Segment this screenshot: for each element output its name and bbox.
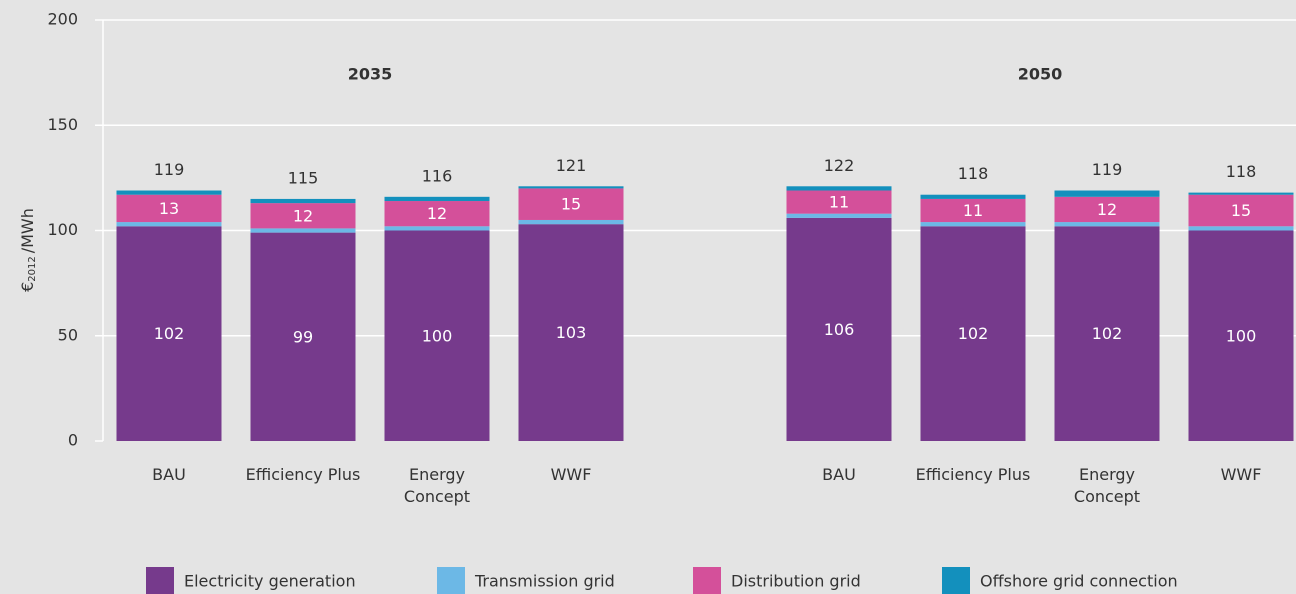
bar-segment [1188, 230, 1294, 441]
x-tick-label: Efficiency Plus [245, 465, 361, 484]
bar-segment [518, 224, 624, 441]
bar-segment [920, 226, 1026, 441]
bar-segment [920, 198, 1026, 223]
bar-segment [250, 232, 356, 441]
bar-segment [384, 226, 490, 231]
bar-segment [384, 196, 490, 202]
legend-swatch [693, 567, 721, 594]
segment-label: 103 [556, 323, 587, 342]
x-tick-label: Energy Concept [1073, 465, 1141, 506]
bar-segment [116, 222, 222, 227]
bar-segment [920, 194, 1026, 199]
segment-label: 15 [1231, 201, 1251, 220]
segment-label: 102 [154, 324, 185, 343]
segment-label: 12 [293, 206, 313, 225]
bar-segment [116, 226, 222, 441]
bar-segment [518, 186, 624, 189]
bar-segment [250, 198, 356, 204]
y-tick-label: 50 [58, 325, 78, 344]
y-tick-label: 100 [47, 220, 78, 239]
legend-swatch [942, 567, 970, 594]
segment-label: 11 [963, 201, 983, 220]
total-label: 118 [958, 164, 989, 183]
x-tick-label: WWF [550, 465, 592, 484]
segment-label: 102 [958, 324, 989, 343]
bar-segment [518, 219, 624, 225]
total-label: 118 [1226, 162, 1257, 181]
total-label: 115 [288, 168, 319, 187]
total-label: 122 [824, 156, 855, 175]
x-tick-label: BAU [822, 465, 856, 484]
legend-swatch [437, 567, 465, 594]
total-label: 119 [1092, 160, 1123, 179]
bar-segment [786, 213, 892, 218]
segment-label: 100 [422, 326, 453, 345]
bar-segment [1054, 222, 1160, 227]
bar-segment [116, 194, 222, 223]
y-tick-label: 150 [47, 115, 78, 134]
legend-label: Transmission grid [474, 572, 615, 591]
segment-label: 102 [1092, 324, 1123, 343]
total-label: 119 [154, 160, 185, 179]
segment-label: 106 [824, 320, 855, 339]
segment-label: 12 [1097, 200, 1117, 219]
segment-label: 99 [293, 327, 313, 346]
y-label-unit: /MWh [18, 208, 37, 253]
bar-segment [786, 190, 892, 214]
bar-segment [384, 201, 490, 227]
segment-label: 13 [159, 199, 179, 218]
group-label: 2050 [1018, 65, 1063, 84]
bar-segment [1188, 194, 1294, 227]
y-label-symbol: € [18, 282, 37, 292]
bar-segment [920, 222, 1026, 227]
total-label: 121 [556, 156, 587, 175]
bar-segment [250, 203, 356, 229]
total-label: 116 [422, 166, 453, 185]
bar-segment [116, 190, 222, 195]
bar-segment [384, 230, 490, 441]
bar-segment [786, 217, 892, 441]
bar-segment [1188, 192, 1294, 195]
group-label: 2035 [348, 65, 393, 84]
y-label-subscript: 2012 [27, 256, 38, 281]
legend-label: Distribution grid [731, 572, 861, 591]
x-tick-label: BAU [152, 465, 186, 484]
x-tick-label: WWF [1220, 465, 1262, 484]
legend-swatch [146, 567, 174, 594]
y-tick-label: 0 [68, 431, 78, 450]
bar-segment [1054, 226, 1160, 441]
segment-label: 100 [1226, 326, 1257, 345]
y-tick-label: 200 [47, 10, 78, 29]
segment-label: 15 [561, 195, 581, 214]
bar-segment [250, 228, 356, 233]
bar-segment [1188, 226, 1294, 231]
bar-segment [786, 186, 892, 191]
y-axis-label: €2012/MWh [18, 208, 39, 292]
bar-segment [518, 188, 624, 220]
legend-label: Electricity generation [184, 572, 356, 591]
segment-label: 12 [427, 204, 447, 223]
bar-segment [1054, 190, 1160, 197]
bar-segment [1054, 196, 1160, 223]
x-tick-label: Efficiency Plus [915, 465, 1031, 484]
legend-label: Offshore grid connection [980, 572, 1178, 591]
segment-label: 11 [829, 193, 849, 212]
x-tick-label: Energy Concept [403, 465, 471, 506]
